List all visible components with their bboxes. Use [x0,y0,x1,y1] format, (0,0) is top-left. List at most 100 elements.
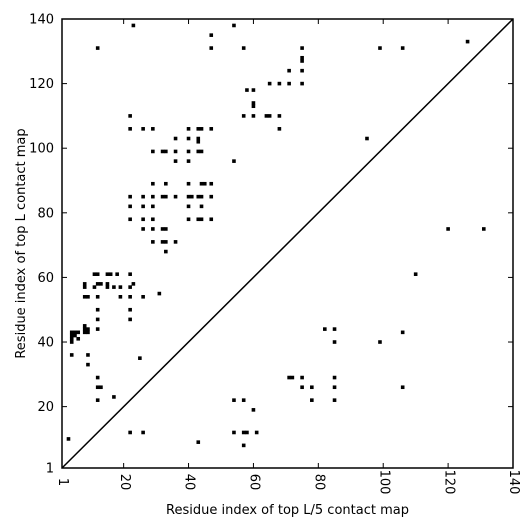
contact-point [151,227,155,231]
x-tick-label: 140 [506,470,521,495]
contact-point [141,194,145,199]
contact-point [287,68,291,73]
contact-point [105,282,110,286]
contact-point [115,272,119,276]
contact-point [141,227,145,231]
contact-point [128,204,132,209]
contact-point [196,127,201,131]
contact-point [241,114,246,118]
contact-point [199,149,204,154]
x-tick-label: 1 [55,478,70,486]
contact-point [73,330,77,335]
contact-point [300,46,304,50]
contact-point [310,398,314,402]
contact-point [99,282,103,286]
contact-point [300,68,304,73]
contact-point [76,330,81,335]
contact-point [251,408,256,412]
y-axis-label: Residue index of top L contact map [14,128,29,358]
contact-point [131,23,136,28]
contact-point [92,285,97,289]
contact-point [95,327,100,331]
contact-point [310,385,314,390]
contact-point [264,114,269,118]
contact-point [245,430,249,435]
contact-point [141,217,145,222]
contact-point [164,249,168,254]
contact-point [112,285,116,289]
contact-point [209,217,214,222]
contact-point [128,272,132,276]
contact-point [251,101,256,105]
x-axis-label: Residue index of top L/5 contact map [166,503,409,518]
contact-point [95,317,100,322]
contact-point [112,395,116,399]
contact-point [128,307,132,312]
contact-point [82,327,87,331]
contact-point [118,295,123,299]
y-tick-label: 80 [37,206,54,221]
contact-point [141,204,145,209]
contact-point [128,285,132,289]
contact-point [173,240,178,244]
contact-point [332,327,337,331]
contact-point [241,443,246,448]
contact-point [141,430,145,435]
contact-point [186,127,191,131]
contact-point [86,327,90,331]
x-tick-label: 120 [441,470,456,495]
contact-point [209,194,214,199]
contact-point [82,324,87,328]
contact-point [95,272,100,276]
contact-point [400,46,405,50]
contact-point [251,114,256,118]
y-tick-label: 20 [37,400,54,415]
contact-point [151,204,155,209]
contact-point [186,204,191,209]
contact-point [141,295,145,299]
contact-point [95,385,100,390]
contact-point [332,375,337,380]
contact-point [105,285,110,289]
contact-point [287,375,291,380]
diagonal-line [61,18,514,469]
contact-point [66,437,71,441]
contact-point [277,81,282,86]
contact-point [199,181,204,186]
contact-point [95,375,100,380]
contact-point [164,227,168,231]
contact-point [108,272,113,276]
contact-point [196,194,201,199]
contact-point [95,295,100,299]
contact-point [173,149,178,154]
contact-point [378,46,382,50]
contact-point [69,340,74,344]
contact-point [196,217,201,222]
contact-point [69,353,74,357]
contact-point [332,385,337,390]
contact-point [267,114,272,118]
x-tick-label: 40 [182,474,197,491]
contact-point [482,227,486,231]
contact-point [76,336,81,341]
contact-point [232,23,236,28]
contact-point [300,55,304,60]
contact-point [99,385,103,390]
x-axis-ticks: 1 20 40 60 80 100 120 140 [55,19,521,494]
contact-point [277,127,282,131]
contact-point [164,240,168,244]
contact-point [241,430,246,435]
contact-point [446,227,450,231]
contact-point [128,127,132,131]
contact-point [69,333,74,338]
contact-point [287,81,291,86]
x-tick-label: 20 [117,474,132,491]
contact-point [209,127,214,131]
contact-point [128,217,132,222]
contact-point [196,136,201,141]
contact-point [186,159,191,163]
contact-point [86,362,90,367]
contact-points [66,23,486,448]
contact-point [128,114,132,118]
